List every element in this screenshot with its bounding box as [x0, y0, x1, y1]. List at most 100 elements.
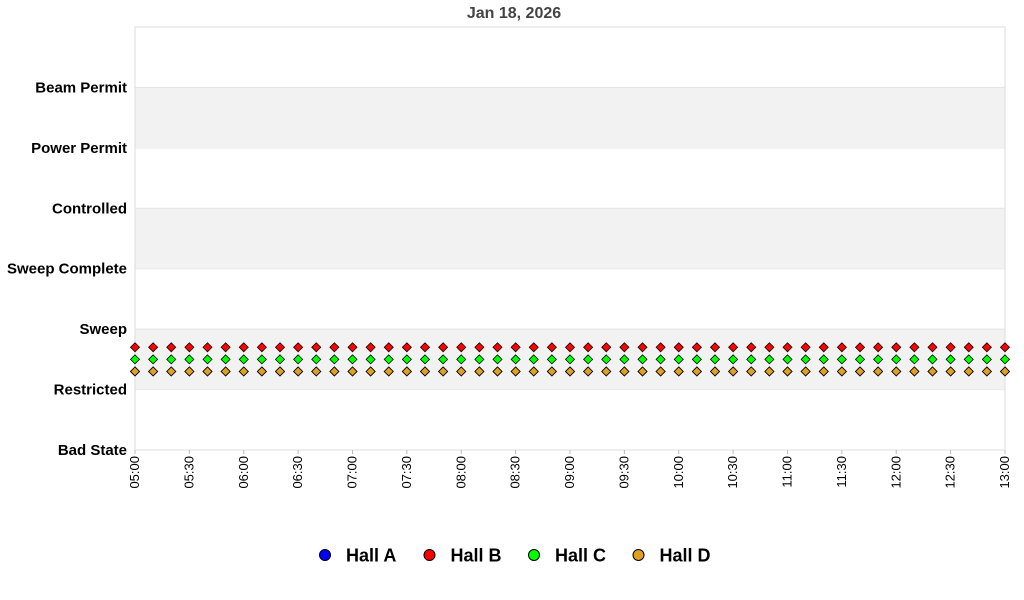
data-point-hall-c: [238, 354, 249, 365]
data-point-hall-c: [546, 354, 557, 365]
data-point-hall-c: [909, 354, 920, 365]
data-points: [129, 342, 1011, 377]
data-point-hall-b: [564, 342, 576, 353]
data-point-hall-b: [129, 342, 141, 353]
x-axis-labels: 05:00 05:30 06:00 06:30 07:00 07:30 08:00 08:30…: [127, 450, 1012, 489]
data-point-hall-c: [456, 354, 467, 365]
data-point-hall-b: [474, 342, 485, 353]
data-point-hall-c: [347, 354, 358, 365]
plot-band: [135, 87, 1005, 148]
data-point-hall-c: [383, 354, 394, 365]
data-point-hall-c: [891, 354, 902, 365]
y-tick-label: Bad State: [58, 442, 127, 459]
data-point-hall-d: [148, 366, 159, 377]
data-point-hall-c: [256, 354, 267, 365]
legend-label: Hall D: [660, 546, 711, 566]
data-point-hall-c: [202, 354, 213, 365]
plot-band: [135, 208, 1005, 269]
data-point-hall-c: [583, 354, 594, 365]
data-point-hall-b: [673, 342, 684, 353]
data-point-hall-c: [746, 354, 757, 365]
data-point-hall-d: [909, 366, 920, 377]
data-point-hall-c: [945, 354, 956, 365]
data-point-hall-c: [329, 354, 340, 365]
x-tick-label: 05:30: [181, 456, 196, 489]
data-point-hall-d: [383, 366, 394, 377]
legend-marker-hall-a: [319, 549, 331, 561]
data-point-hall-b: [909, 342, 920, 353]
x-tick-label: 10:30: [725, 456, 740, 489]
data-point-hall-d: [746, 366, 757, 377]
data-point-hall-d: [673, 366, 684, 377]
x-tick-label: 06:30: [290, 456, 305, 489]
data-point-hall-b: [891, 342, 902, 353]
data-point-hall-d: [999, 366, 1011, 377]
data-point-hall-b: [873, 342, 884, 353]
data-point-hall-d: [854, 366, 866, 377]
data-point-hall-c: [709, 354, 721, 365]
data-point-hall-b: [691, 342, 702, 353]
data-point-hall-c: [873, 354, 884, 365]
y-tick-label: Sweep Complete: [7, 261, 127, 278]
data-point-hall-c: [728, 354, 739, 365]
data-point-hall-d: [220, 366, 231, 377]
data-point-hall-d: [564, 366, 576, 377]
data-point-hall-d: [927, 366, 938, 377]
data-point-hall-c: [854, 354, 866, 365]
data-point-hall-d: [311, 366, 322, 377]
legend-label: Hall B: [451, 546, 502, 566]
data-point-hall-c: [782, 354, 793, 365]
data-point-hall-c: [637, 354, 648, 365]
data-point-hall-c: [166, 354, 177, 365]
legend: Hall A Hall B Hall C Hall D: [319, 546, 711, 566]
data-point-hall-c: [836, 354, 847, 365]
data-point-hall-b: [999, 342, 1011, 353]
data-point-hall-b: [818, 342, 829, 353]
data-point-hall-b: [510, 342, 521, 353]
data-point-hall-b: [329, 342, 340, 353]
data-point-hall-d: [782, 366, 793, 377]
x-tick-label: 12:00: [888, 456, 903, 489]
data-point-hall-b: [963, 342, 974, 353]
data-point-hall-b: [746, 342, 757, 353]
data-point-hall-b: [456, 342, 467, 353]
data-point-hall-d: [963, 366, 974, 377]
data-point-hall-b: [601, 342, 612, 353]
data-point-hall-c: [401, 354, 412, 365]
x-tick-label: 05:00: [127, 456, 142, 489]
data-point-hall-d: [637, 366, 648, 377]
data-point-hall-d: [274, 366, 286, 377]
data-point-hall-b: [365, 342, 376, 353]
data-point-hall-b: [836, 342, 847, 353]
data-point-hall-b: [927, 342, 938, 353]
x-tick-label: 09:30: [616, 456, 631, 489]
data-point-hall-b: [274, 342, 286, 353]
y-tick-label: Power Permit: [31, 140, 127, 157]
data-point-hall-d: [184, 366, 195, 377]
data-point-hall-c: [927, 354, 938, 365]
data-point-hall-c: [564, 354, 576, 365]
data-point-hall-d: [945, 366, 956, 377]
data-point-hall-d: [583, 366, 594, 377]
y-tick-label: Sweep: [79, 321, 127, 338]
data-point-hall-c: [528, 354, 539, 365]
chart-title: Jan 18, 2026: [467, 5, 561, 22]
x-tick-label: 06:00: [236, 456, 251, 489]
data-point-hall-d: [601, 366, 612, 377]
data-point-hall-d: [981, 366, 992, 377]
data-point-hall-b: [782, 342, 793, 353]
data-point-hall-c: [474, 354, 485, 365]
data-point-hall-b: [220, 342, 231, 353]
data-point-hall-d: [492, 366, 503, 377]
data-point-hall-b: [728, 342, 739, 353]
data-point-hall-b: [438, 342, 449, 353]
data-point-hall-d: [129, 366, 141, 377]
x-tick-label: 13:00: [997, 456, 1012, 489]
x-tick-label: 08:00: [453, 456, 468, 489]
data-point-hall-d: [764, 366, 775, 377]
data-point-hall-b: [655, 342, 666, 353]
data-point-hall-b: [419, 342, 431, 353]
data-point-hall-b: [347, 342, 358, 353]
legend-label: Hall C: [555, 546, 606, 566]
